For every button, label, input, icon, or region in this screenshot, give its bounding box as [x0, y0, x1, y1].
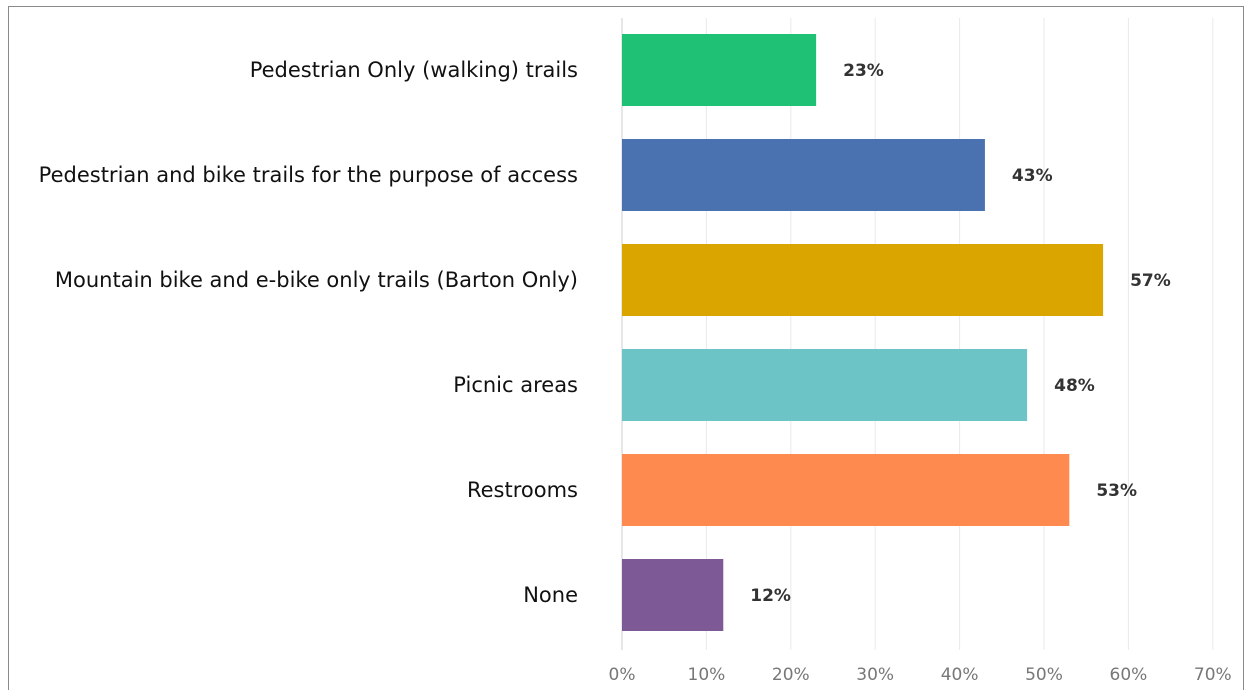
bar: [622, 349, 1028, 421]
data-label: 53%: [1096, 481, 1137, 501]
data-label: 12%: [750, 586, 791, 606]
x-tick-label: 0%: [609, 665, 636, 685]
x-tick-label: 50%: [1025, 665, 1063, 685]
x-tick-label: 30%: [856, 665, 894, 685]
category-label: Picnic areas: [453, 373, 578, 397]
bar: [622, 34, 817, 106]
category-label: Pedestrian Only (walking) trails: [250, 58, 578, 82]
chart-frame: [8, 6, 1244, 690]
bar: [622, 139, 985, 211]
bar: [622, 244, 1104, 316]
data-label: 48%: [1054, 376, 1095, 396]
grid-lines: [705, 18, 1214, 650]
x-tick-label: 10%: [688, 665, 726, 685]
category-label: Restrooms: [467, 478, 578, 502]
bar: [622, 454, 1070, 526]
data-label: 57%: [1130, 271, 1171, 291]
x-tick-label: 40%: [941, 665, 979, 685]
data-label: 23%: [843, 61, 884, 81]
x-tick-labels: 0% 10% 20% 30% 40% 50% 60% 70%: [609, 665, 1232, 685]
bar: [622, 559, 724, 631]
x-tick-label: 20%: [772, 665, 810, 685]
data-label: 43%: [1012, 166, 1053, 186]
category-label: Pedestrian and bike trails for the purpo…: [39, 163, 578, 187]
category-label: Mountain bike and e-bike only trails (Ba…: [55, 268, 578, 292]
x-tick-label: 70%: [1194, 665, 1232, 685]
x-tick-label: 60%: [1110, 665, 1148, 685]
category-label: None: [523, 583, 578, 607]
value-labels: 23% 43% 57% 48% 53% 12%: [750, 61, 1171, 606]
category-labels: Pedestrian Only (walking) trails Pedestri…: [39, 58, 578, 607]
bars: [622, 34, 1104, 631]
